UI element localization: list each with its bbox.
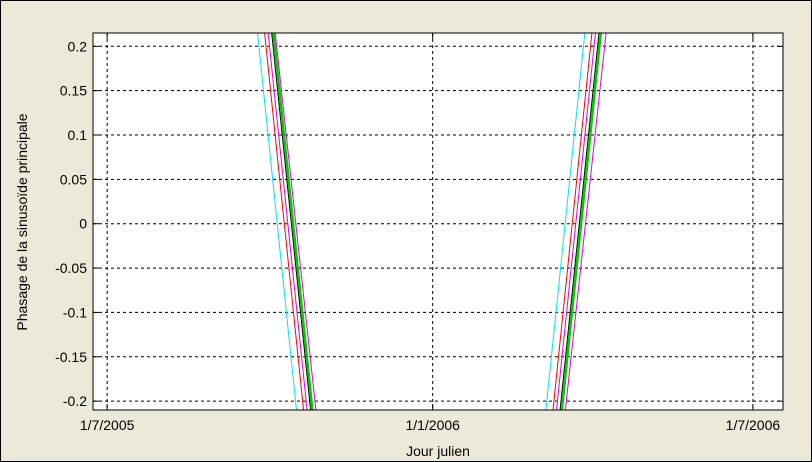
y-tick-label: -0.05 (55, 260, 87, 276)
series-line-2 (552, 33, 593, 410)
y-tick-label: -0.15 (55, 349, 87, 365)
series-layer (257, 33, 607, 410)
series-line-1 (257, 33, 297, 410)
y-tick-label: 0 (79, 216, 87, 232)
y-tick-label: 0.1 (68, 127, 88, 143)
series-line-4 (559, 33, 600, 410)
series-line-6 (274, 33, 317, 410)
y-axis-label: Phasage de la sinusoïde principale (14, 113, 30, 330)
plot-area (93, 33, 783, 410)
series-line-3 (267, 33, 308, 410)
x-tick-label: 1/7/2006 (726, 417, 781, 433)
y-tick-label: 0.15 (60, 83, 87, 99)
plot-frame (92, 32, 784, 411)
series-line-2 (264, 33, 305, 410)
y-tick-label: 0.05 (60, 171, 87, 187)
series-line-4 (271, 33, 312, 410)
series-line-1 (545, 33, 586, 410)
series-line-5 (272, 33, 314, 410)
y-tick-label: -0.2 (63, 393, 87, 409)
series-line-3 (556, 33, 596, 410)
x-tick-label: 1/7/2005 (80, 417, 135, 433)
ticks: 0.2 0.15 0.1 0.05 0 -0.05 -0.1 -0.15 -0.2 1/7/200… (55, 33, 783, 433)
x-tick-label: 1/1/2006 (405, 417, 460, 433)
y-tick-label: -0.1 (63, 304, 87, 320)
grid (93, 33, 783, 410)
y-tick-label: 0.2 (68, 38, 88, 54)
x-axis-label: Jour julien (406, 443, 470, 459)
series-line-5 (560, 33, 603, 410)
series-line-6 (564, 33, 607, 410)
